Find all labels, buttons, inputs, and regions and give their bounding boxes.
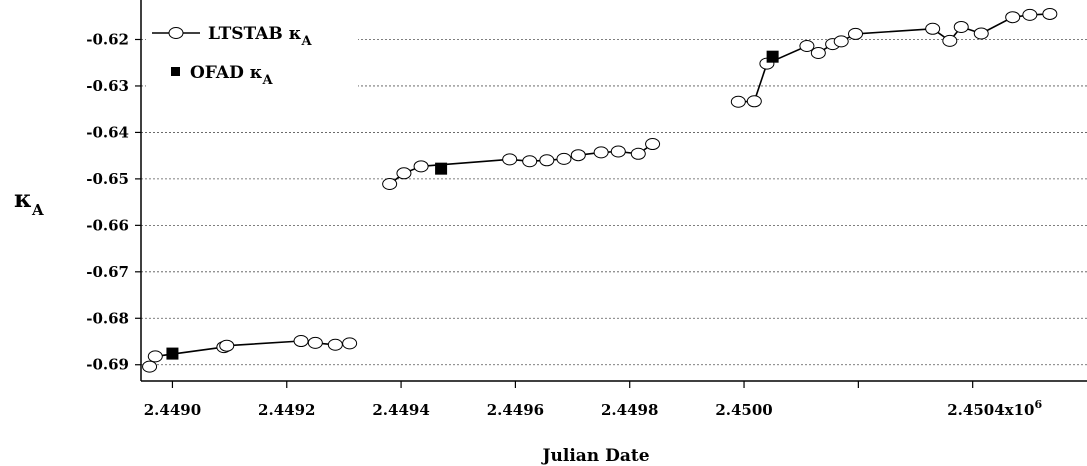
ltstab-point bbox=[848, 27, 864, 40]
ltstab-point bbox=[147, 350, 163, 363]
ltstab-point bbox=[833, 35, 849, 48]
ltstab-point bbox=[1005, 11, 1021, 24]
ltstab-point bbox=[953, 20, 969, 33]
ltstab-point bbox=[730, 95, 746, 108]
ltstab-point bbox=[630, 147, 646, 160]
ltstab-point bbox=[570, 149, 586, 162]
ltstab-point bbox=[810, 46, 826, 59]
x-tick-label: 2.4504x106 bbox=[947, 398, 1042, 419]
y-axis-ticks: -0.62 -0.63 -0.64 -0.65 -0.66 -0.67 -0.68 -0.69 bbox=[86, 30, 141, 374]
legend: LTSTAB κA OFAD κA bbox=[146, 6, 358, 94]
ltstab-point bbox=[327, 338, 343, 351]
ltstab-point bbox=[219, 339, 235, 352]
x-axis-title: Julian Date bbox=[540, 446, 649, 466]
ltstab-point bbox=[396, 167, 412, 180]
y-axis-title: κA bbox=[14, 184, 44, 219]
ltstab-point bbox=[799, 39, 815, 52]
ltstab-point bbox=[522, 155, 538, 168]
ltstab-point bbox=[1022, 8, 1038, 21]
y-tick-label: -0.69 bbox=[86, 356, 129, 374]
x-tick-label: 2.4494 bbox=[372, 401, 429, 419]
x-tick-label: 2.4490 bbox=[144, 401, 201, 419]
ltstab-point bbox=[307, 336, 323, 349]
y-tick-label: -0.65 bbox=[86, 170, 129, 188]
legend-label-ofad: OFAD κA bbox=[190, 63, 273, 88]
ltstab-point bbox=[942, 34, 958, 47]
y-tick-label: -0.63 bbox=[86, 77, 129, 95]
series bbox=[142, 7, 1058, 373]
ltstab-point bbox=[925, 22, 941, 35]
ltstab-point bbox=[413, 160, 429, 173]
ofad-point bbox=[166, 347, 179, 360]
legend-marker-ofad bbox=[171, 67, 180, 76]
x-tick-label: 2.4492 bbox=[258, 401, 315, 419]
ltstab-point bbox=[645, 138, 661, 151]
x-tick-label: 2.4500 bbox=[715, 401, 772, 419]
ltstab-point bbox=[293, 335, 309, 348]
legend-label-ltstab: LTSTAB κA bbox=[208, 24, 312, 49]
ltstab-series-line bbox=[738, 13, 1050, 103]
y-tick-label: -0.68 bbox=[86, 309, 129, 327]
ltstab-point bbox=[610, 145, 626, 158]
x-axis-ticks: 2.4490 2.4492 2.4494 2.4496 2.4498 2.4500 2.45… bbox=[144, 381, 1042, 419]
x-tick-label: 2.4498 bbox=[601, 401, 658, 419]
ofad-point bbox=[435, 162, 448, 175]
y-tick-label: -0.67 bbox=[86, 263, 129, 281]
ltstab-point bbox=[342, 337, 358, 350]
ltstab-point bbox=[382, 177, 398, 190]
ltstab-point bbox=[502, 153, 518, 166]
legend-marker-ltstab bbox=[168, 27, 184, 39]
axes bbox=[140, 0, 1087, 382]
y-tick-label: -0.62 bbox=[86, 30, 129, 48]
ltstab-point bbox=[539, 154, 555, 167]
y-tick-label: -0.64 bbox=[86, 123, 129, 141]
y-tick-label: -0.66 bbox=[86, 216, 129, 234]
ltstab-point bbox=[593, 146, 609, 159]
ltstab-point bbox=[556, 152, 572, 165]
legend-background bbox=[146, 6, 358, 94]
ltstab-point bbox=[973, 27, 989, 40]
ofad-point bbox=[766, 50, 779, 63]
ltstab-point bbox=[142, 360, 158, 373]
x-tick-label: 2.4496 bbox=[487, 401, 544, 419]
ltstab-point bbox=[746, 95, 762, 108]
ltstab-point bbox=[1042, 7, 1058, 20]
